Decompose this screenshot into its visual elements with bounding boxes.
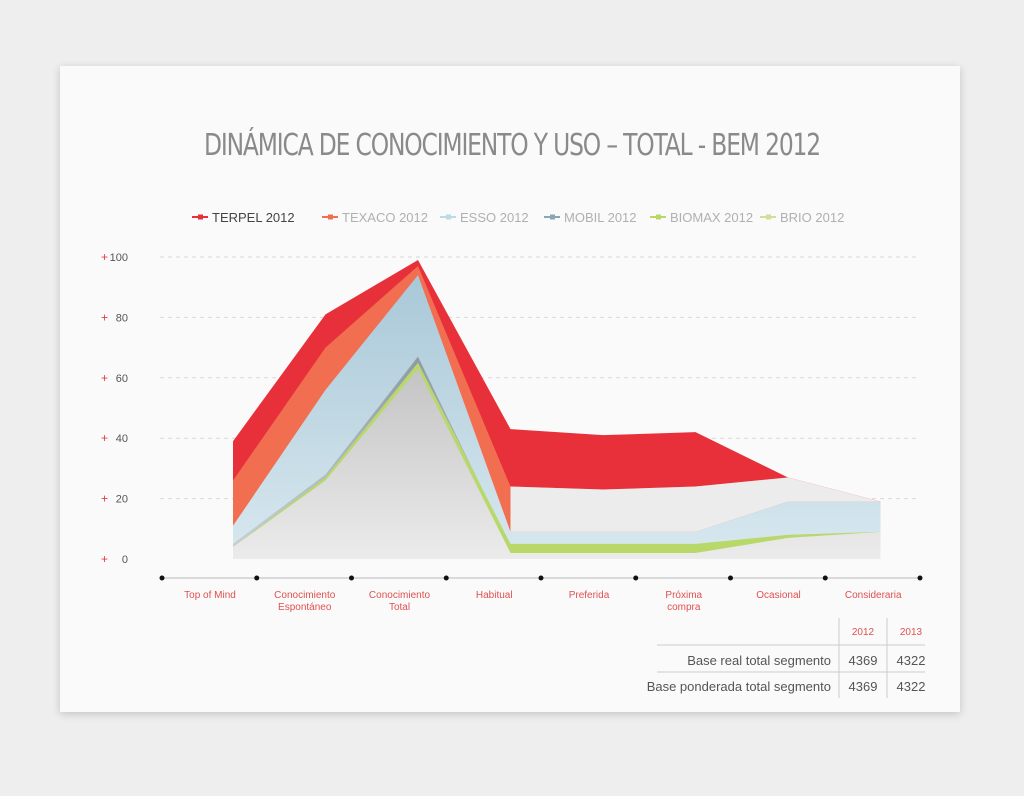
legend-marker xyxy=(766,214,771,220)
y-tick-label: 20 xyxy=(116,494,128,506)
y-tick-prefix: + xyxy=(101,552,108,566)
table-cell: 4322 xyxy=(897,679,926,694)
legend-item: TERPEL 2012 xyxy=(192,210,295,225)
x-axis-marker xyxy=(349,575,354,581)
y-tick-prefix: + xyxy=(101,492,108,506)
y-tick-label: 80 xyxy=(116,312,128,324)
x-axis-marker xyxy=(917,575,923,581)
x-tick-label: Consideraria xyxy=(845,590,902,601)
x-tick-label: Ocasional xyxy=(756,590,800,601)
legend-label: TEXACO 2012 xyxy=(342,210,428,225)
legend-marker xyxy=(328,214,333,220)
x-tick-label: Conocimiento Total xyxy=(369,590,431,613)
y-tick-label: 100 xyxy=(110,252,128,264)
y-tick-label: 0 xyxy=(122,554,128,566)
x-tick-label: Top of Mind xyxy=(184,590,236,601)
chart-card xyxy=(60,66,960,712)
x-axis-marker xyxy=(254,575,260,581)
y-tick-prefix: + xyxy=(101,250,108,264)
legend-item: TEXACO 2012 xyxy=(322,210,428,225)
legend-item: MOBIL 2012 xyxy=(544,210,637,225)
y-tick-prefix: + xyxy=(101,431,108,445)
legend-label: BIOMAX 2012 xyxy=(670,210,753,225)
legend-marker xyxy=(550,214,555,220)
y-tick-label: 60 xyxy=(116,373,128,385)
legend-marker xyxy=(656,214,661,220)
table-row-label: Base real total segmento xyxy=(687,653,831,668)
chart-title: DINÁMICA DE CONOCIMIENTO Y USO – TOTAL -… xyxy=(204,128,821,163)
table-row-label: Base ponderada total segmento xyxy=(647,679,831,694)
x-tick-label: Preferida xyxy=(569,590,610,601)
x-axis-marker xyxy=(728,575,733,581)
y-tick-label: 40 xyxy=(116,433,128,445)
y-tick-prefix: + xyxy=(101,310,108,324)
legend-item: ESSO 2012 xyxy=(440,210,529,225)
legend-label: BRIO 2012 xyxy=(780,210,844,225)
x-tick-label: Próxima compra xyxy=(665,590,702,613)
x-axis-marker xyxy=(538,575,544,581)
table-header: 2013 xyxy=(900,627,923,638)
table-cell: 4322 xyxy=(897,653,926,668)
x-tick-label: Conocimiento Espontáneo xyxy=(274,590,336,613)
legend-label: MOBIL 2012 xyxy=(564,210,637,225)
table-header: 2012 xyxy=(852,627,875,638)
x-tick-label: Habitual xyxy=(476,590,513,601)
series-band-fill xyxy=(510,477,881,532)
x-axis-marker xyxy=(822,575,828,581)
legend-marker xyxy=(198,214,203,220)
series-area-brio-2012 xyxy=(233,368,881,559)
y-tick-prefix: + xyxy=(101,371,108,385)
x-axis-marker xyxy=(443,575,449,581)
legend-label: ESSO 2012 xyxy=(460,210,529,225)
legend-item: BIOMAX 2012 xyxy=(650,210,753,225)
x-axis-marker xyxy=(633,575,639,581)
x-axis-marker xyxy=(159,575,165,581)
table-cell: 4369 xyxy=(849,653,878,668)
legend-label: TERPEL 2012 xyxy=(212,210,295,225)
legend-marker xyxy=(446,214,451,220)
table-cell: 4369 xyxy=(849,679,878,694)
legend-item: BRIO 2012 xyxy=(760,210,844,225)
